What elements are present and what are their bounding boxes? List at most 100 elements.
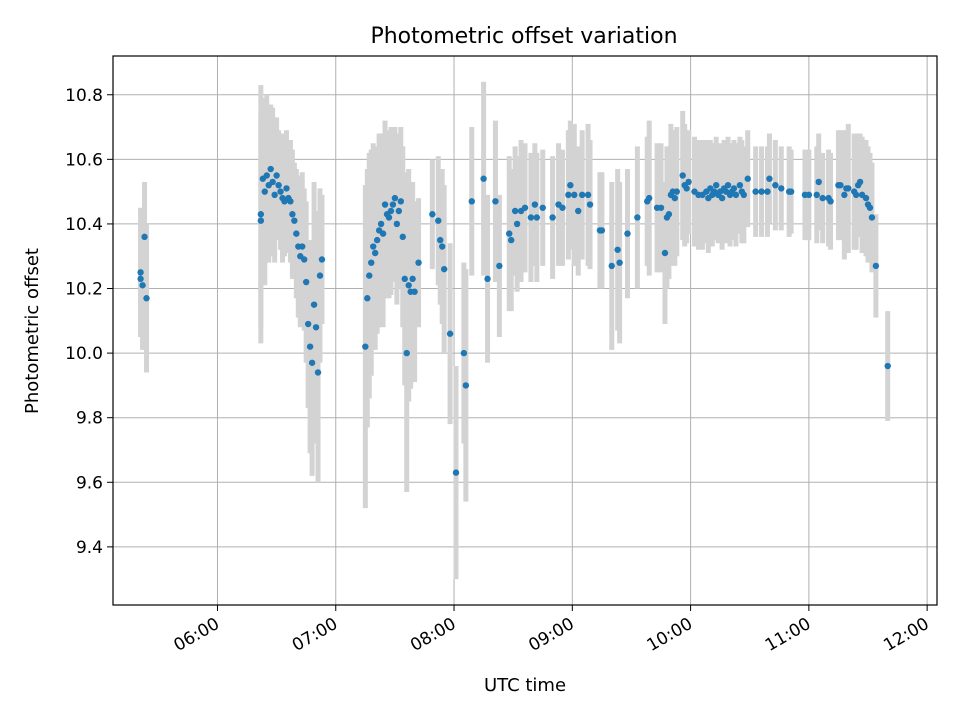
data-point: [393, 220, 401, 228]
data-point: [381, 201, 389, 208]
data-point: [819, 194, 826, 202]
data-point: [395, 207, 403, 215]
data-point: [389, 201, 397, 208]
data-point: [884, 362, 891, 370]
data-point: [567, 181, 574, 189]
y-tick-label: 10.4: [65, 215, 103, 235]
data-point: [460, 349, 468, 357]
data-point: [766, 175, 773, 182]
data-point: [616, 259, 623, 266]
y-tick-label: 9.8: [76, 409, 103, 429]
data-point: [401, 275, 408, 283]
data-point: [584, 191, 592, 199]
data-point: [137, 269, 144, 276]
data-point: [645, 194, 653, 202]
data-point: [397, 198, 405, 205]
data-point: [866, 204, 874, 211]
data-point: [277, 188, 284, 195]
data-point: [598, 227, 606, 234]
data-point: [841, 191, 848, 199]
data-point: [287, 198, 294, 205]
data-point: [852, 191, 860, 199]
data-point: [373, 236, 381, 244]
data-point: [261, 188, 268, 195]
data-point: [439, 243, 446, 250]
data-point: [586, 201, 594, 208]
data-point: [608, 262, 615, 270]
data-point: [549, 214, 556, 221]
data-point: [539, 204, 546, 211]
data-point: [533, 214, 541, 221]
data-point: [399, 233, 406, 241]
chart-title: Photometric offset variation: [370, 24, 677, 49]
data-point: [143, 295, 150, 302]
data-point: [624, 230, 631, 237]
data-point: [685, 178, 692, 186]
data-point: [370, 243, 377, 250]
x-axis-label: UTC time: [484, 675, 566, 696]
data-point: [634, 214, 641, 221]
y-tick-label: 10.6: [65, 150, 103, 170]
data-point: [257, 211, 265, 218]
data-point: [405, 282, 412, 289]
data-point: [571, 191, 578, 199]
data-point: [683, 185, 690, 192]
data-point: [318, 256, 326, 263]
data-point: [257, 217, 265, 224]
data-point: [362, 343, 369, 350]
data-point: [377, 220, 385, 228]
data-point: [366, 272, 373, 279]
data-point: [730, 185, 738, 192]
data-point: [673, 188, 680, 195]
y-tick-label: 10.2: [65, 280, 103, 300]
data-point: [713, 181, 720, 189]
data-point: [872, 262, 880, 270]
data-point: [665, 211, 673, 218]
data-point: [308, 359, 316, 366]
data-point: [263, 172, 270, 179]
data-point: [368, 259, 375, 266]
y-axis-ticks: 9.4 9.6 9.8 10.0 10.2 10.4 10.6 10.8: [65, 86, 113, 558]
data-point: [813, 191, 820, 199]
data-point: [269, 178, 276, 186]
data-point: [740, 191, 748, 199]
data-point: [429, 211, 436, 218]
data-point: [508, 236, 515, 244]
data-point: [137, 275, 144, 283]
data-point: [435, 217, 442, 224]
data-point: [415, 259, 422, 266]
data-point: [462, 382, 470, 389]
data-point: [452, 469, 460, 476]
data-point: [758, 188, 765, 195]
data-point: [578, 191, 586, 199]
data-point: [856, 178, 864, 186]
y-tick-label: 10.0: [65, 344, 103, 364]
data-point: [468, 198, 475, 205]
data-point: [387, 207, 395, 215]
data-point: [679, 172, 686, 179]
data-point: [271, 191, 278, 199]
data-point: [403, 349, 410, 357]
data-point: [565, 191, 572, 199]
data-point: [304, 320, 312, 328]
data-point: [671, 194, 679, 202]
data-point: [446, 330, 454, 337]
data-point: [513, 220, 521, 228]
data-point: [312, 324, 320, 331]
data-point: [293, 230, 300, 237]
data-point: [385, 214, 393, 221]
data-point: [273, 172, 280, 179]
data-point: [371, 249, 379, 257]
data-point: [718, 194, 726, 202]
data-point: [316, 272, 324, 279]
y-axis-label: Photometric offset: [22, 248, 43, 414]
y-tick-label: 10.8: [65, 86, 103, 106]
data-point: [496, 262, 503, 270]
data-point: [310, 301, 318, 308]
data-point: [531, 201, 539, 208]
data-point: [868, 214, 876, 221]
data-point: [732, 191, 740, 199]
data-point: [521, 204, 529, 211]
data-point: [141, 233, 148, 241]
